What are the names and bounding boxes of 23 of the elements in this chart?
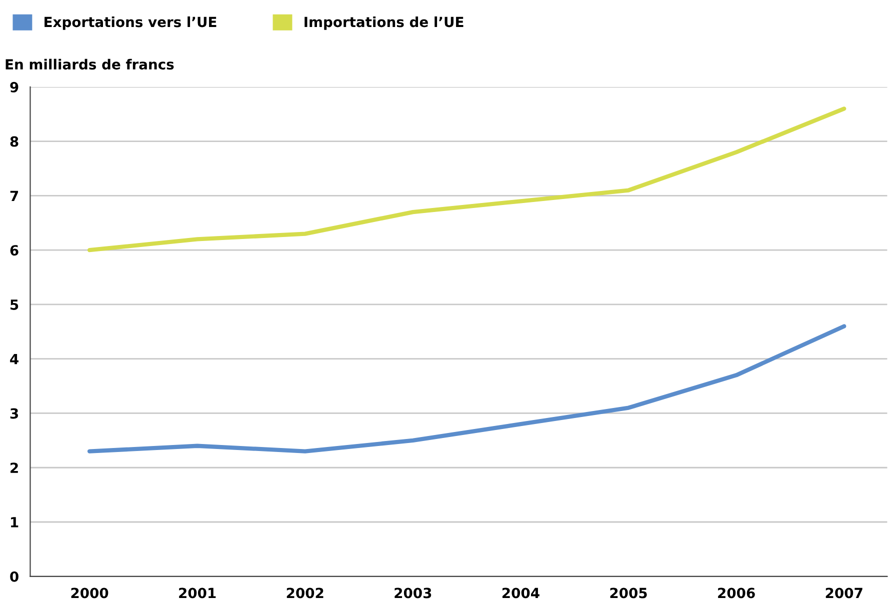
y-tick-label: 9 [10, 82, 18, 92]
x-tick-label: 2005 [610, 588, 647, 598]
line-series [87, 106, 846, 252]
y-tick-label: 1 [11, 517, 18, 528]
y-tick-label: 4 [10, 354, 18, 364]
x-tick-label: 2002 [286, 588, 324, 598]
x-tick-label: 2003 [394, 588, 432, 598]
y-tick-label: 8 [10, 136, 18, 147]
y-tick-label: 7 [10, 190, 18, 201]
y-tick-label: 2 [10, 462, 18, 473]
y-tick-label: 5 [10, 300, 18, 310]
x-tick-label: 2006 [718, 588, 755, 598]
y-axis-title: En milliards de francs [6, 58, 174, 70]
x-tick-label: 2000 [71, 588, 108, 598]
x-tick-label: 2007 [826, 588, 862, 598]
x-tick-label: 2004 [502, 588, 540, 598]
y-tick-label: 3 [10, 408, 18, 419]
y-tick-label: 0 [10, 571, 18, 582]
legend-label: Exportations vers l’UE [44, 16, 216, 30]
legend-label: Importations de l’UE [304, 16, 464, 30]
line-series [87, 324, 846, 454]
x-tick-label: 2001 [179, 588, 216, 598]
y-tick-label: 6 [10, 245, 18, 256]
